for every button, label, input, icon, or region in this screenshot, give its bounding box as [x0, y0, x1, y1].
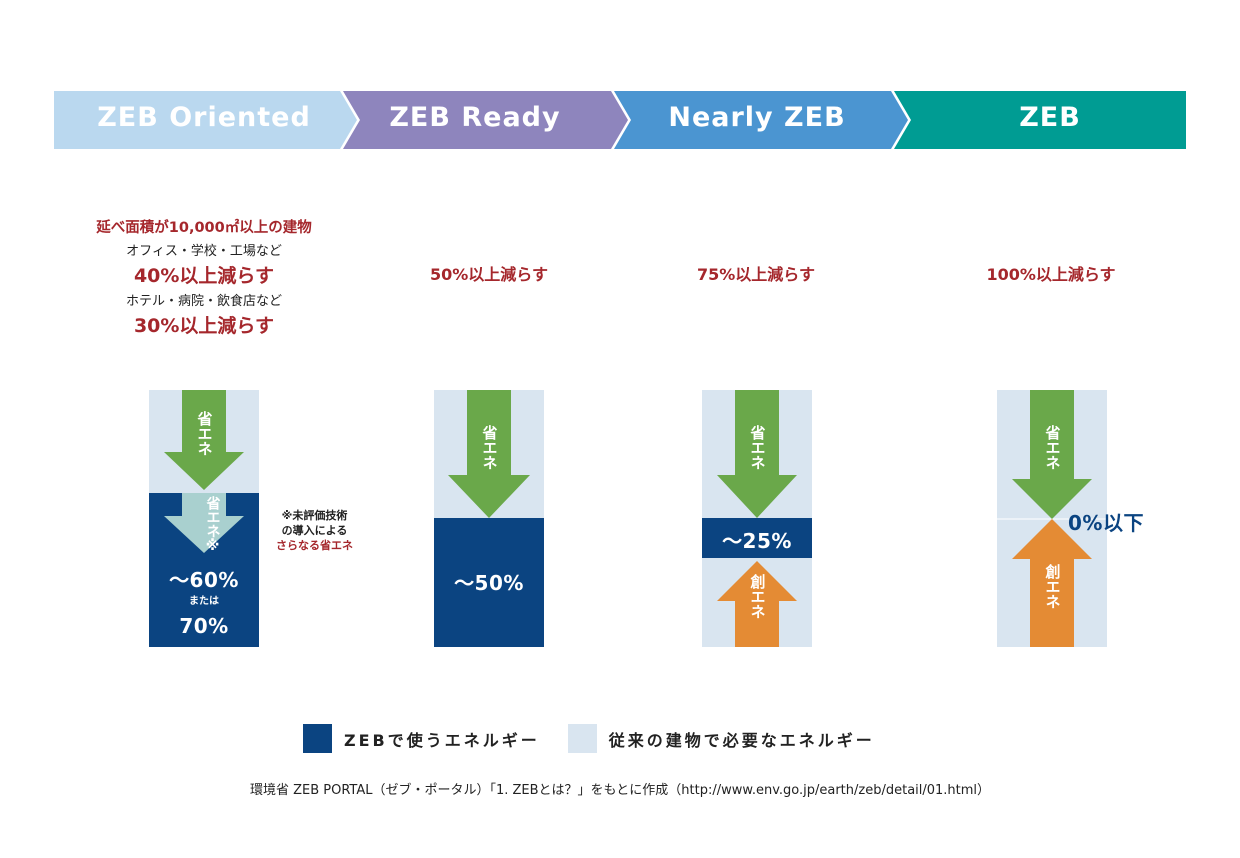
value-oriented-2: 70% [179, 614, 229, 638]
save-label-text: 省エネ [195, 411, 214, 456]
criteria-ready: 50%以上減らす [430, 265, 548, 284]
save-label-ready: 省エネ [477, 425, 501, 475]
save-arrow-nearly [717, 390, 797, 518]
stage-label-zeb: ZEB [1019, 102, 1081, 133]
save-label-text: 省エネ [480, 425, 499, 470]
criteria-oriented-group2-reduction: 30%以上減らす [133, 315, 275, 337]
stage-chevron-nearly [614, 91, 908, 149]
stage-chevron-ready [343, 91, 628, 149]
create-arrow-zeb [1012, 519, 1092, 647]
save-label-oriented: 省エネ [192, 411, 216, 461]
save-arrow-ready [448, 390, 530, 518]
legend-swatch-zeb-energy [303, 724, 332, 753]
save-arrow-zeb [1012, 390, 1092, 519]
create-label-text: 創エネ [748, 574, 767, 619]
note-line-3: さらなる省エネ [276, 539, 353, 552]
save-label-text: 省エネ [1043, 425, 1062, 470]
value-oriented: ～60% [169, 568, 239, 592]
create-arrow-nearly [717, 561, 797, 647]
note-line-2: の導入による [281, 524, 348, 537]
stage-label-oriented: ZEB Oriented [97, 102, 311, 133]
extra-save-label-oriented: 省エネ※ [192, 496, 232, 560]
value-nearly: ～25% [722, 529, 792, 553]
source-note: 環境省 ZEB PORTAL（ゼブ・ポータル）「1. ZEBとは？」をもとに作成… [249, 783, 991, 798]
extra-save-label-text: 省エネ※ [204, 496, 221, 554]
stage-label-nearly: Nearly ZEB [668, 102, 846, 133]
create-label-text: 創エネ [1043, 564, 1062, 609]
criteria-zeb: 100%以上減らす [986, 265, 1116, 284]
save-label-nearly: 省エネ [745, 425, 769, 475]
value-zeb: 0%以下 [1068, 511, 1144, 535]
criteria-oriented-group2: ホテル・病院・飲食店など [125, 294, 282, 309]
criteria-oriented-group1: オフィス・学校・工場など [126, 244, 282, 259]
save-arrow-oriented [164, 390, 244, 490]
create-label-nearly: 創エネ [745, 574, 769, 624]
save-label-zeb: 省エネ [1040, 425, 1064, 475]
create-label-zeb: 創エネ [1040, 564, 1064, 614]
legend-label-conventional-energy: 従来の建物で必要なエネルギー [608, 730, 875, 750]
legend-swatch-conventional-energy [567, 724, 597, 753]
stage-band [54, 91, 1186, 149]
stage-chevron-zeb [894, 91, 1186, 149]
zeb-energy-bar-ready [434, 518, 544, 647]
criteria-oriented-group1-reduction: 40%以上減らす [133, 265, 275, 287]
criteria-oriented: 延べ面積が10,000㎡以上の建物 オフィス・学校・工場など 40%以上減らす … [64, 216, 344, 338]
unevaluated-tech-note: ※未評価技術 の導入による さらなる省エネ [262, 508, 367, 553]
stage-label-ready: ZEB Ready [389, 102, 561, 133]
zeb-energy-bar-nearly [702, 518, 812, 558]
criteria-nearly: 75%以上減らす [697, 265, 815, 284]
legend-label-zeb-energy: ZEBで使うエネルギー [344, 730, 540, 750]
value-oriented-or: または [189, 596, 219, 607]
save-label-text: 省エネ [748, 425, 767, 470]
criteria-oriented-condition: 延べ面積が10,000㎡以上の建物 [96, 220, 312, 236]
legend: ZEBで使うエネルギー 従来の建物で必要なエネルギー [303, 724, 875, 753]
energy-bars [149, 390, 1107, 647]
value-ready: ～50% [454, 571, 524, 595]
stage-chevron-oriented [54, 91, 357, 149]
extra-save-arrow-oriented [164, 493, 244, 553]
note-line-1: ※未評価技術 [281, 509, 348, 522]
